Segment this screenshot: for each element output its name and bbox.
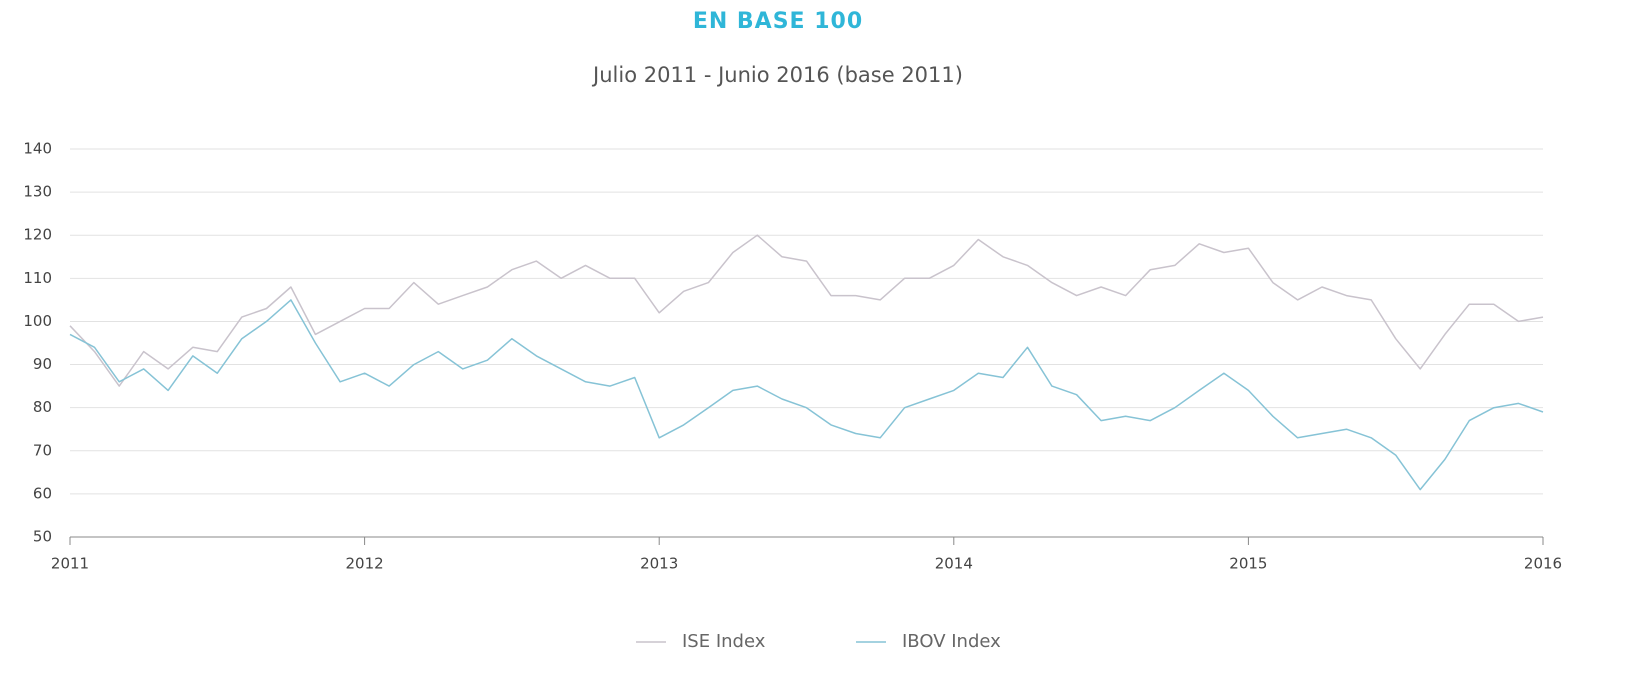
y-tick-label: 100: [23, 312, 52, 330]
y-tick-label: 140: [23, 140, 52, 158]
series-line: [69, 299, 1544, 491]
x-tick-label: 2015: [1229, 555, 1267, 573]
chart-title: EN BASE 100: [693, 9, 863, 34]
y-tick-label: 120: [23, 226, 52, 244]
x-tick-label: 2016: [1524, 555, 1562, 573]
chart-subtitle: Julio 2011 - Junio 2016 (base 2011): [591, 63, 963, 87]
y-tick-label: 110: [23, 269, 52, 287]
y-tick-label: 50: [33, 528, 52, 546]
y-tick-label: 60: [33, 484, 52, 502]
y-tick-label: 80: [33, 398, 52, 416]
legend-label: IBOV Index: [902, 631, 1001, 652]
x-tick-label: 2013: [640, 555, 678, 573]
y-tick-label: 90: [33, 355, 52, 373]
y-tick-label: 70: [33, 441, 52, 459]
x-tick-label: 2011: [51, 555, 89, 573]
x-tick-label: 2012: [346, 555, 384, 573]
y-tick-label: 130: [23, 183, 52, 201]
x-tick-label: 2014: [935, 555, 973, 573]
series-line: [69, 234, 1544, 387]
legend-label: ISE Index: [682, 631, 766, 652]
